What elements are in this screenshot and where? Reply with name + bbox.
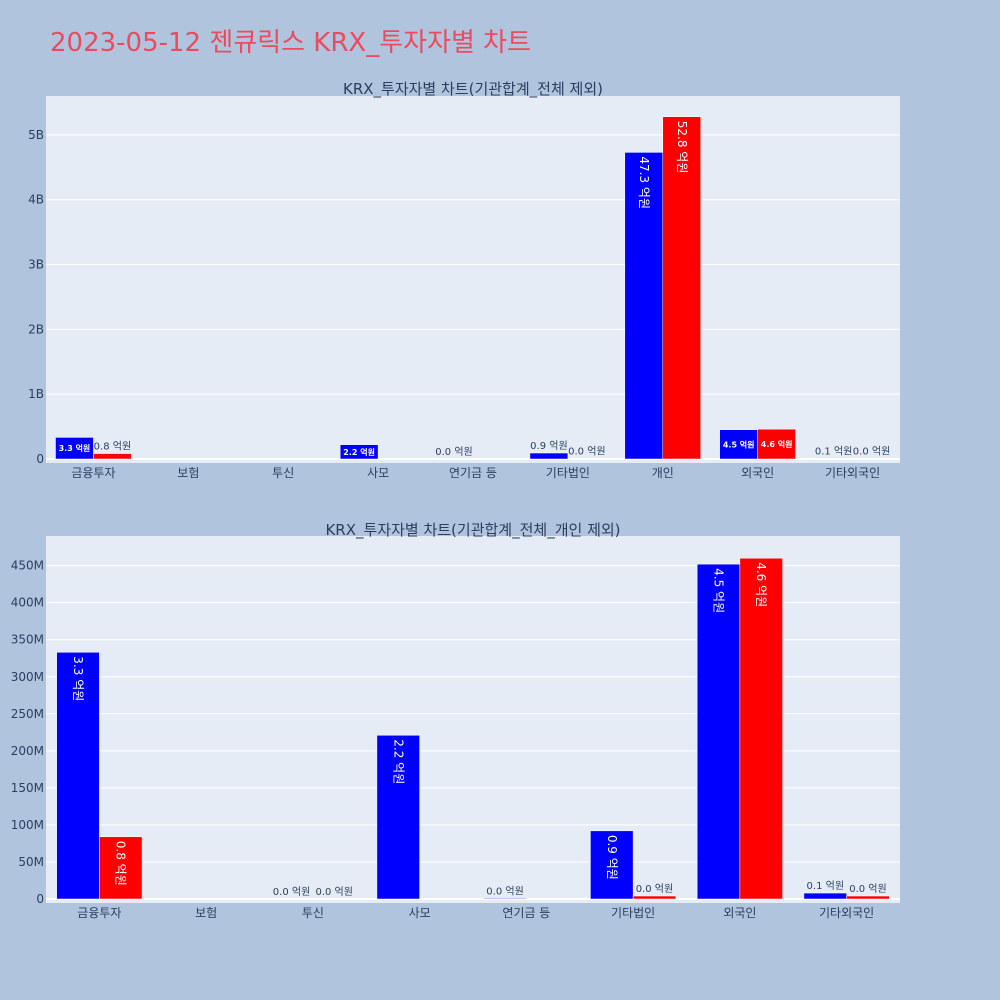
bar-buy bbox=[696, 563, 741, 900]
bar-sell bbox=[99, 836, 143, 900]
bar-buy bbox=[339, 444, 379, 460]
bar-data-label: 0.1 억원 bbox=[807, 880, 844, 892]
y-tick-label: 0 bbox=[36, 892, 44, 906]
bar-data-label: 3.3 억원 bbox=[71, 656, 85, 701]
bar-data-label: 0.0 억원 bbox=[315, 886, 352, 898]
bar-buy bbox=[376, 735, 420, 900]
bar-data-label: 3.3 억원 bbox=[59, 443, 91, 453]
bar-data-label: 0.0 억원 bbox=[849, 883, 886, 895]
x-tick-label: 사모 bbox=[367, 466, 389, 480]
bar-buy bbox=[814, 458, 853, 460]
bar-sell bbox=[93, 453, 132, 460]
bar-data-label: 0.9 억원 bbox=[605, 835, 619, 880]
y-tick-label: 50M bbox=[18, 855, 44, 869]
bar-buy bbox=[590, 830, 634, 900]
y-tick-label: 5B bbox=[28, 128, 44, 142]
x-tick-label: 외국인 bbox=[723, 906, 756, 920]
bar-data-label: 2.2 억원 bbox=[391, 739, 405, 784]
bar-sell bbox=[739, 557, 783, 900]
x-tick-label: 기타법인 bbox=[611, 906, 655, 920]
chart-title: KRX_투자자별 차트(기관합계_전체 제외) bbox=[343, 80, 603, 99]
bar-data-label: 47.3 억원 bbox=[637, 156, 651, 209]
bar-data-label: 4.5 억원 bbox=[723, 439, 755, 449]
y-tick-label: 400M bbox=[11, 596, 44, 610]
x-tick-label: 투신 bbox=[272, 466, 294, 480]
y-tick-label: 0 bbox=[36, 452, 44, 466]
bar-sell bbox=[846, 895, 890, 900]
x-tick-label: 외국인 bbox=[741, 466, 774, 480]
bar-data-label: 2.2 억원 bbox=[343, 447, 375, 457]
bar-data-label: 0.9 억원 bbox=[530, 440, 567, 452]
bar-sell bbox=[632, 895, 677, 900]
bar-data-label: 0.0 억원 bbox=[853, 446, 890, 458]
bar-data-label: 0.0 억원 bbox=[568, 446, 605, 458]
y-tick-label: 350M bbox=[11, 633, 44, 647]
chart-title: KRX_투자자별 차트(기관합계_전체_개인 제외) bbox=[325, 521, 620, 540]
x-tick-label: 기타법인 bbox=[546, 466, 590, 480]
bar-buy bbox=[529, 452, 569, 460]
x-tick-label: 투신 bbox=[302, 906, 324, 920]
y-tick-label: 450M bbox=[11, 559, 44, 573]
x-tick-label: 금융투자 bbox=[71, 466, 115, 480]
bar-sell bbox=[757, 428, 796, 460]
bar-data-label: 0.0 억원 bbox=[273, 886, 310, 898]
plot-area bbox=[46, 96, 900, 463]
chart-1: KRX_투자자별 차트(기관합계_전체 제외) 0 1B 2B 3B 4B 5B 금융투자 3.… bbox=[28, 80, 900, 480]
x-tick-label: 사모 bbox=[409, 906, 431, 920]
bar-data-label: 4.6 억원 bbox=[754, 562, 768, 607]
bar-buy bbox=[55, 437, 94, 460]
x-tick-label: 연기금 등 bbox=[449, 466, 497, 480]
x-tick-label: 개인 bbox=[652, 466, 674, 480]
y-tick-label: 100M bbox=[11, 818, 44, 832]
bar-data-label: 0.0 억원 bbox=[486, 885, 523, 897]
y-tick-label: 300M bbox=[11, 670, 44, 684]
x-tick-label: 기타외국인 bbox=[819, 906, 874, 920]
bar-data-label: 52.8 억원 bbox=[675, 121, 689, 174]
y-tick-label: 3B bbox=[28, 258, 44, 272]
bar-data-label: 0.0 억원 bbox=[435, 446, 472, 458]
y-tick-label: 2B bbox=[28, 322, 44, 336]
bar-data-label: 4.5 억원 bbox=[712, 568, 726, 613]
bar-buy bbox=[483, 898, 527, 900]
y-tick-label: 4B bbox=[28, 193, 44, 207]
y-tick-label: 150M bbox=[11, 781, 44, 795]
x-tick-label: 기타외국인 bbox=[825, 466, 880, 480]
bar-sell bbox=[662, 116, 701, 460]
chart-2: KRX_투자자별 차트(기관합계_전체_개인 제외) 0 50M 100M 150M 20… bbox=[11, 521, 900, 920]
bar-buy bbox=[56, 652, 100, 900]
y-tick-label: 1B bbox=[28, 387, 44, 401]
bar-data-label: 0.8 억원 bbox=[114, 841, 128, 886]
x-tick-label: 보험 bbox=[195, 906, 217, 920]
bar-data-label: 0.1 억원 bbox=[815, 445, 852, 457]
x-tick-label: 보험 bbox=[177, 466, 199, 480]
y-tick-label: 250M bbox=[11, 707, 44, 721]
y-tick-label: 200M bbox=[11, 744, 44, 758]
bar-data-label: 4.6 억원 bbox=[761, 439, 793, 449]
page-title: 2023-05-12 젠큐릭스 KRX_투자자별 차트 bbox=[50, 28, 532, 58]
bar-buy bbox=[803, 892, 847, 900]
bar-data-label: 0.8 억원 bbox=[94, 441, 131, 453]
bar-data-label: 0.0 억원 bbox=[636, 883, 673, 895]
x-tick-label: 금융투자 bbox=[77, 906, 121, 920]
bar-buy bbox=[719, 429, 758, 460]
x-tick-label: 연기금 등 bbox=[502, 906, 550, 920]
bar-buy bbox=[624, 152, 664, 460]
